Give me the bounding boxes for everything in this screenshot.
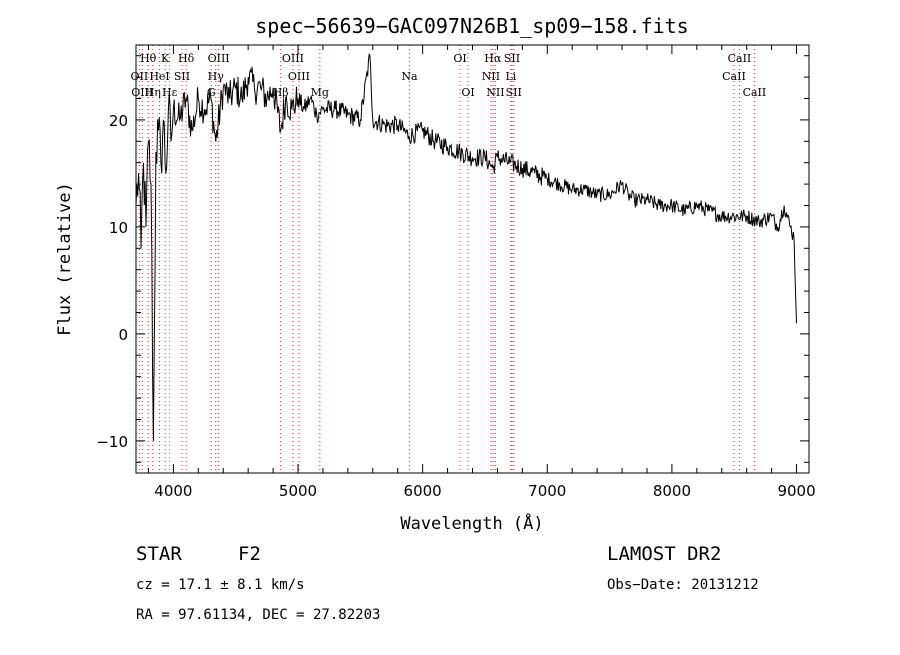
spectral-line-label: Mg — [311, 86, 329, 99]
spectral-line-label: Hδ — [178, 52, 195, 65]
spectral-line-label: K — [161, 52, 170, 65]
spectral-line-label: SII — [174, 70, 190, 83]
y-tick-label: −10 — [96, 433, 128, 451]
spectral-line-label: OIII — [208, 52, 230, 65]
coordinates: RA = 97.61134, DEC = 27.82203 — [136, 607, 380, 623]
spectral-line-label: Hη — [145, 86, 161, 99]
spectral-line-label: Hθ — [140, 52, 157, 65]
y-axis-label: Flux (relative) — [55, 182, 75, 336]
x-axis-ticks — [147, 45, 798, 473]
object-class: STAR — [136, 543, 182, 565]
y-axis-tick-labels: −10 0 10 20 — [96, 112, 128, 451]
spectral-line-label: NII — [482, 70, 500, 83]
x-tick-label: 9000 — [777, 482, 815, 500]
x-axis-label: Wavelength (Å) — [400, 512, 543, 534]
spectral-line-label: CaII — [722, 70, 746, 83]
spectral-line-label: OIII — [288, 70, 310, 83]
plot-frame — [135, 44, 810, 474]
survey-name: LAMOST DR2 — [607, 543, 721, 565]
redshift-velocity: cz = 17.1 ± 8.1 km/s — [136, 577, 305, 593]
y-axis-ticks — [136, 55, 809, 463]
spectral-line-label: OIII — [282, 52, 304, 65]
x-tick-label: 4000 — [154, 482, 192, 500]
subclass: F2 — [238, 543, 261, 565]
spectral-line-label: SII — [504, 52, 520, 65]
spectral-line-label: NII — [486, 86, 504, 99]
x-tick-label: 8000 — [653, 482, 691, 500]
y-tick-label: 0 — [118, 326, 128, 344]
spectral-line-markers — [138, 45, 755, 473]
spectral-line-label: Na — [401, 70, 418, 83]
spectral-line-label: Hγ — [208, 70, 225, 83]
spectral-line-label: OI — [453, 52, 466, 65]
spectral-line-label: Hε — [162, 86, 178, 99]
spectral-line-label: OI — [461, 86, 474, 99]
spectral-line-label: Hα — [484, 52, 502, 65]
observation-date: Obs−Date: 20131212 — [607, 577, 759, 593]
spectral-line-label: OII — [131, 70, 149, 83]
x-tick-label: 7000 — [528, 482, 566, 500]
chart-title: spec−56639−GAC097N26B1_sp09−158.fits — [255, 14, 688, 38]
spectral-line-label: SII — [506, 86, 522, 99]
spectral-line-label: CaII — [743, 86, 767, 99]
spectral-line-label: G — [207, 86, 216, 99]
x-tick-label: 5000 — [279, 482, 317, 500]
y-tick-label: 20 — [109, 112, 128, 130]
x-tick-label: 6000 — [404, 482, 442, 500]
spectral-line-label: Li — [505, 70, 516, 83]
spectral-line-label: HeI — [149, 70, 169, 83]
spectral-line-label: CaII — [728, 52, 752, 65]
x-axis-tick-labels: 4000 5000 6000 7000 8000 9000 — [154, 482, 815, 500]
spectrum-line — [135, 52, 797, 441]
y-tick-label: 10 — [109, 219, 128, 237]
spectral-line-label: OIII — [131, 86, 153, 99]
